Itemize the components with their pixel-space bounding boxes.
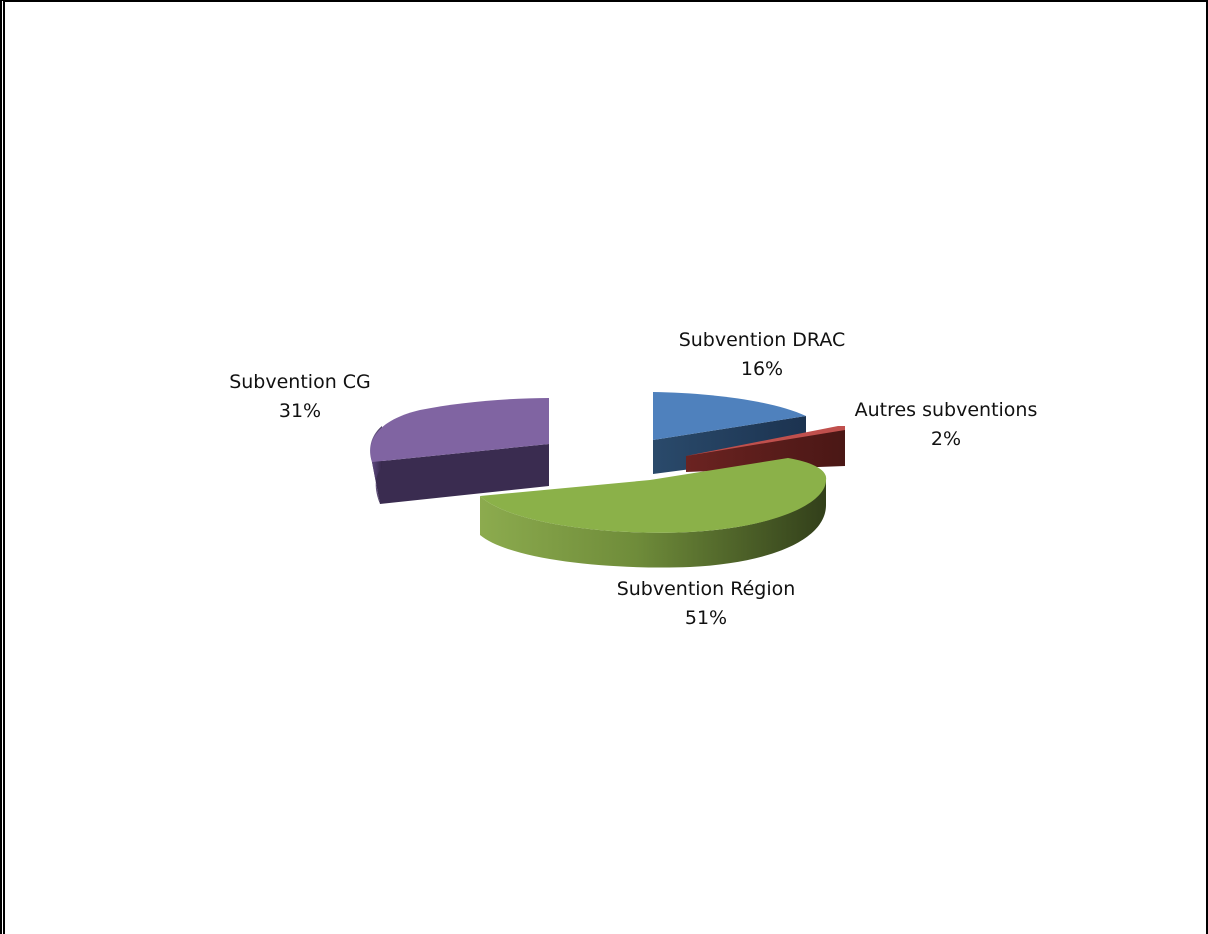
slice-label-cg: Subvention CG	[229, 371, 371, 393]
slice-autres-subventions	[686, 426, 845, 472]
slice-cg-top	[370, 398, 549, 462]
slice-region-top	[480, 458, 827, 533]
slice-label-region: Subvention Région	[617, 578, 796, 600]
slice-cg-side	[372, 444, 549, 504]
slice-subvention-region	[480, 458, 827, 568]
slice-autres-side	[686, 426, 845, 472]
slice-subvention-cg	[370, 398, 549, 504]
slice-label-autres: Autres subventions	[855, 399, 1038, 421]
slice-value-cg: 31%	[279, 400, 321, 422]
slice-autres-top	[686, 426, 845, 456]
slice-label-drac: Subvention DRAC	[679, 329, 846, 351]
slice-value-drac: 16%	[741, 358, 783, 380]
slice-region-side	[480, 475, 826, 568]
slice-value-autres: 2%	[931, 428, 961, 450]
slice-value-region: 51%	[685, 607, 727, 629]
slice-drac-top	[653, 392, 806, 440]
